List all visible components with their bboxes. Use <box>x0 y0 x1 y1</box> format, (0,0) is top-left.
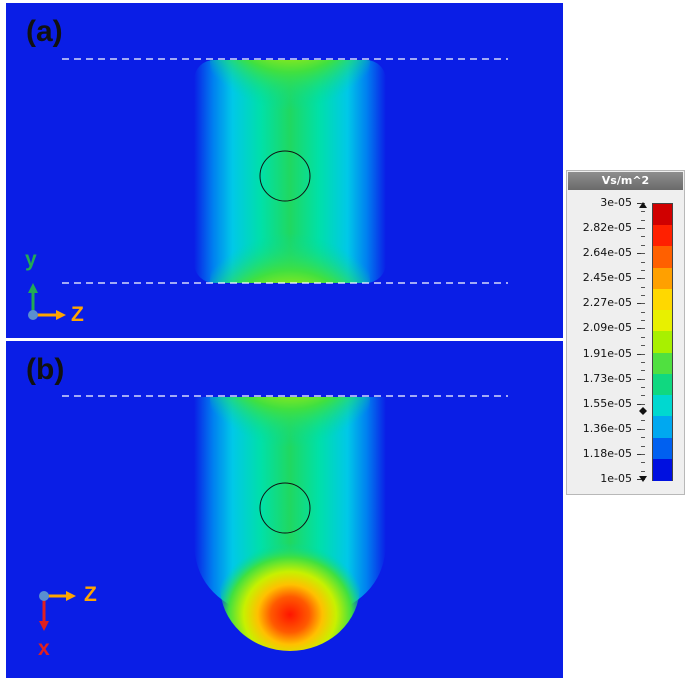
colorbar-band <box>653 310 672 322</box>
legend-minor-tick <box>641 428 645 430</box>
legend-minor-tick <box>641 295 645 296</box>
colorbar-band <box>653 448 672 460</box>
legend-minor-tick <box>641 462 645 464</box>
legend-unit: Vs/m^2 <box>568 172 683 190</box>
legend-minor-tick <box>641 378 645 380</box>
legend-minor-tick <box>641 244 645 246</box>
colorbar-band <box>653 204 672 216</box>
colorbar-band <box>653 246 672 259</box>
colorbar <box>652 203 673 481</box>
legend-tick-label: 1.55e-05 <box>582 396 632 410</box>
legend-minor-tick <box>641 437 645 439</box>
legend-minor-tick <box>641 236 645 238</box>
axis-label-z-a: Z <box>71 303 84 326</box>
colorbar-band <box>653 363 672 375</box>
colorbar-band <box>653 288 672 301</box>
legend-minor-tick <box>641 211 645 213</box>
legend-markers <box>639 202 647 482</box>
panel-label-b: (b) <box>26 353 65 386</box>
legend-mid-marker <box>639 407 647 415</box>
legend-minor-tick <box>641 303 645 305</box>
axis-origin-b <box>39 591 49 601</box>
legend-minor-tick <box>641 286 645 288</box>
legend-tick-label: 2.45e-05 <box>582 271 632 285</box>
legend-minor-tick <box>641 353 645 355</box>
legend-minor-tick <box>641 269 645 271</box>
colorbar-band <box>653 225 672 237</box>
legend-minor-tick <box>641 336 645 338</box>
colorbar-band <box>653 405 672 418</box>
colorbar-band <box>653 352 672 365</box>
legend-max-marker <box>639 202 647 208</box>
axis-origin-a <box>28 310 38 320</box>
legend-minor-tick <box>641 253 645 255</box>
legend-tick-label: 2.64e-05 <box>582 246 632 260</box>
colorbar-band <box>653 469 672 481</box>
legend-minor-tick <box>641 328 645 330</box>
colorbar-band <box>653 235 672 248</box>
particle-circle-a <box>259 150 311 202</box>
axis-label-z-b: Z <box>84 583 97 606</box>
legend-minor-tick <box>641 320 645 322</box>
particle-circle-b <box>259 482 311 534</box>
colorbar-band <box>653 384 672 397</box>
panel-label-a: (a) <box>26 15 63 48</box>
legend-minor-tick <box>641 361 645 363</box>
legend-minor-tick <box>641 403 645 405</box>
colorbar-band <box>653 214 672 227</box>
legend-tick-label: 1.36e-05 <box>582 421 632 435</box>
hotspot-bottom-b <box>220 521 360 651</box>
legend-minor-tick <box>641 420 645 422</box>
legend-tick-label: 2.27e-05 <box>582 296 632 310</box>
legend-tick-label: 1.18e-05 <box>582 446 632 460</box>
colorbar-band <box>653 278 672 290</box>
color-legend: Vs/m^2 3e-05 2.82e-05 2.64e-05 2.45e-05 2.27… <box>566 170 685 495</box>
legend-minor-tick <box>641 470 645 472</box>
colorbar-band <box>653 458 672 471</box>
field-map-a <box>6 3 563 338</box>
legend-minor-tick <box>641 387 645 388</box>
colorbar-band <box>653 299 672 312</box>
legend-minor-tick <box>641 261 645 263</box>
field-plot-panel-b: (b) Z x <box>6 341 563 678</box>
colorbar-band <box>653 437 672 450</box>
legend-minor-tick <box>641 311 645 313</box>
legend-minor-tick <box>641 345 645 347</box>
legend-minor-tick <box>641 219 645 221</box>
colorbar-band <box>653 426 672 439</box>
legend-minor-tick <box>641 228 645 230</box>
colorbar-band <box>653 267 672 280</box>
legend-tick-label: 2.82e-05 <box>582 221 632 235</box>
legend-minor-tick <box>641 278 645 280</box>
axis-label-x: x <box>38 637 50 660</box>
field-map-b <box>6 341 563 651</box>
colorbar-band <box>653 373 672 386</box>
colorbar-band <box>653 320 672 333</box>
colorbar-band <box>653 331 672 343</box>
legend-minor-tick <box>641 453 645 455</box>
legend-minor-tick <box>641 445 645 447</box>
axis-label-y: y <box>25 248 37 271</box>
legend-min-marker <box>639 476 647 482</box>
colorbar-band <box>653 395 672 407</box>
field-plot-panel-a: (a) y Z <box>6 3 563 338</box>
legend-tick-label: 2.09e-05 <box>582 321 632 335</box>
colorbar-band <box>653 257 672 269</box>
colorbar-band <box>653 416 672 428</box>
colorbar-band <box>653 342 672 354</box>
legend-tick-label: 3e-05 <box>600 196 632 209</box>
legend-minor-tick <box>641 370 645 372</box>
legend-tick-label: 1.91e-05 <box>582 346 632 360</box>
legend-minor-tick <box>641 395 645 397</box>
legend-tick-label: 1e-05 <box>600 472 632 485</box>
legend-tick-label: 1.73e-05 <box>582 371 632 385</box>
